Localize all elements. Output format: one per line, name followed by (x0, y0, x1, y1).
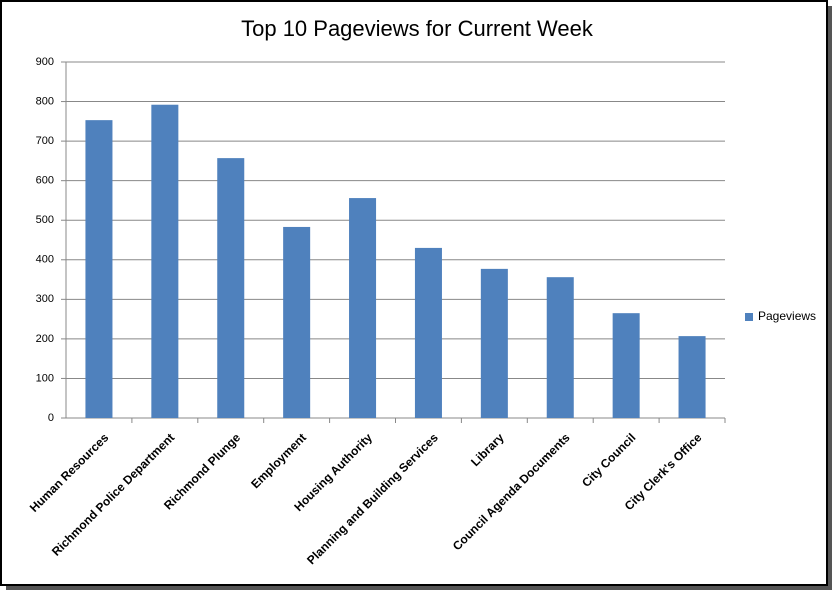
bar (678, 336, 706, 418)
y-tick-label: 400 (36, 254, 54, 266)
bar (546, 277, 574, 418)
bar (151, 104, 179, 418)
legend-swatch (745, 313, 753, 321)
bar (217, 158, 245, 418)
y-tick-label: 0 (48, 412, 54, 424)
bar (612, 313, 640, 418)
bar (480, 268, 508, 418)
frame (0, 0, 828, 586)
chart-title: Top 10 Pageviews for Current Week (241, 16, 594, 41)
y-tick-label: 600 (36, 175, 54, 187)
legend-label: Pageviews (758, 309, 816, 323)
y-tick-label: 500 (36, 214, 54, 226)
y-tick-label: 700 (36, 135, 54, 147)
y-tick-label: 900 (36, 56, 54, 68)
y-tick-label: 800 (36, 95, 54, 107)
bar (283, 226, 311, 418)
y-tick-label: 100 (36, 372, 54, 384)
bar (414, 247, 442, 418)
y-tick-label: 200 (36, 333, 54, 345)
bar (349, 198, 377, 418)
y-tick-label: 300 (36, 293, 54, 305)
bar (85, 120, 113, 418)
